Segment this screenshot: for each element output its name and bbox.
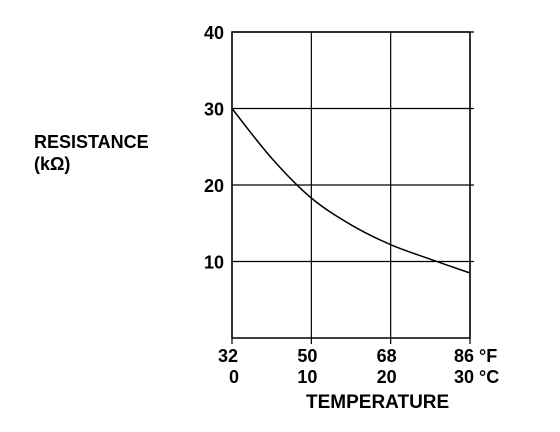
- y-axis-label: RESISTANCE: [34, 132, 149, 152]
- y-tick-label: 20: [204, 176, 224, 196]
- y-tick-label: 30: [204, 100, 224, 120]
- y-tick-labels: 10 20 30 40: [204, 23, 224, 273]
- x-tick-label-c: 0: [229, 367, 239, 387]
- x-tick-label-f: 68: [377, 346, 397, 366]
- y-tick-label: 10: [204, 253, 224, 273]
- y-axis-unit: (kΩ): [34, 154, 70, 174]
- x-tick-labels-fahrenheit: 32 50 68 86 °F: [218, 346, 497, 366]
- x-tick-label-c: 10: [297, 367, 317, 387]
- x-tick-label-f: 32: [218, 346, 238, 366]
- chart-grid: [231, 31, 474, 344]
- x-axis-label: TEMPERATURE: [306, 392, 449, 413]
- resistance-curve: [231, 108, 471, 274]
- x-tick-label-f: 50: [297, 346, 317, 366]
- plot-frame: [231, 31, 471, 339]
- x-tick-label-c: 30 °C: [454, 367, 499, 387]
- x-tick-label-c: 20: [377, 367, 397, 387]
- y-tick-label: 40: [204, 23, 224, 43]
- x-tick-label-f: 86 °F: [454, 346, 497, 366]
- x-tick-labels-celsius: 0 10 20 30 °C: [229, 367, 499, 387]
